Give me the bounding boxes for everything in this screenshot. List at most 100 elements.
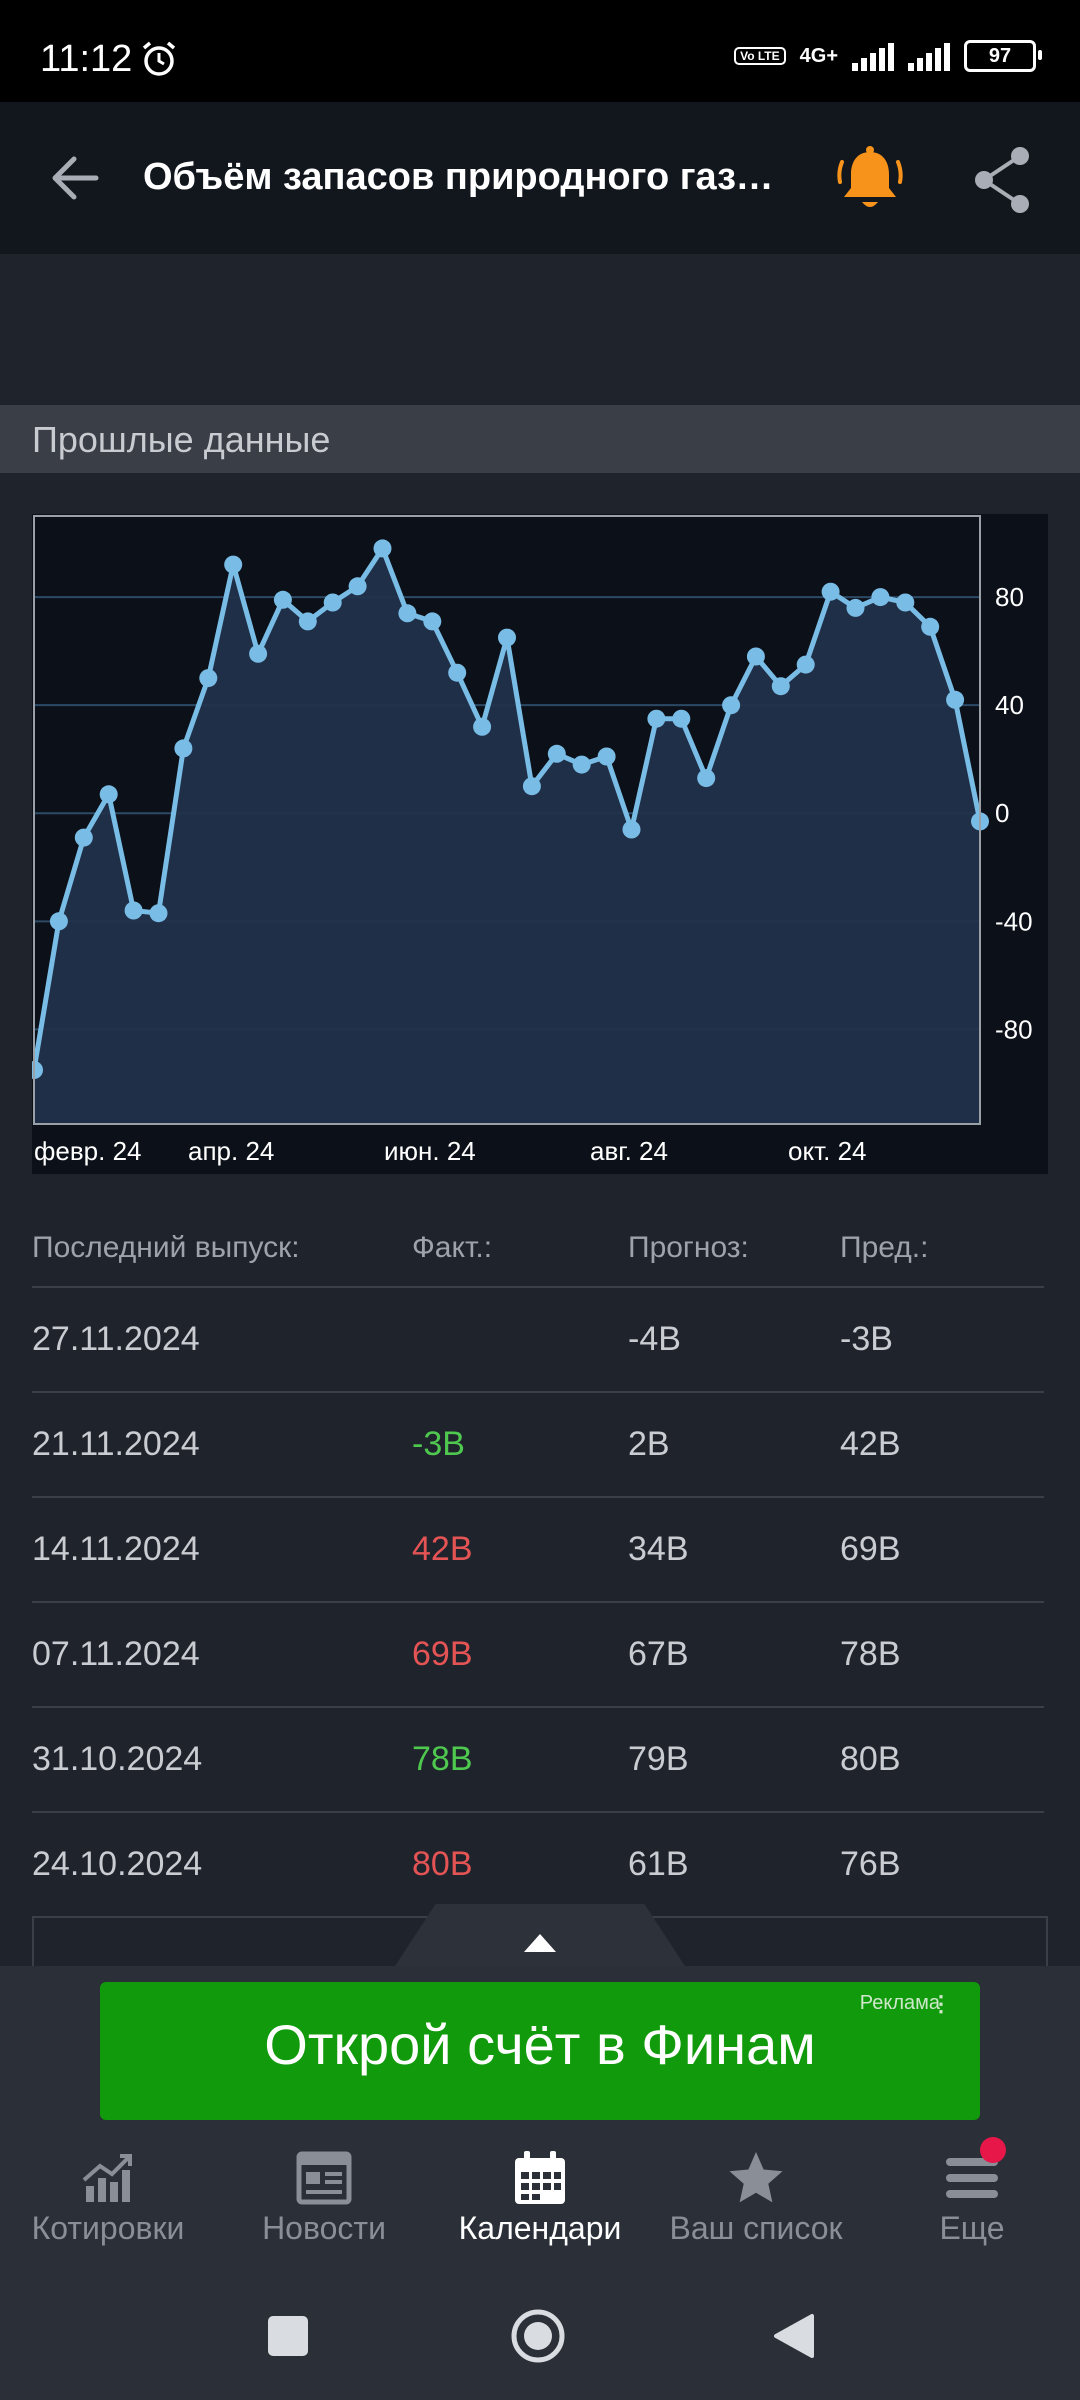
tab-label: Котировки — [31, 2210, 185, 2246]
data-point — [647, 709, 666, 728]
star-icon — [729, 2152, 783, 2203]
data-point — [149, 904, 168, 923]
app-bar: Объём запасов природного газа... — [0, 102, 1080, 254]
data-point — [273, 590, 292, 609]
ad-banner[interactable]: Реклама ⋮ Открой счёт в Финам — [100, 1982, 980, 2120]
x-tick-label: июн. 24 — [384, 1136, 476, 1166]
table-row: 31.10.2024 78B 79B 80B — [32, 1708, 1044, 1813]
row-forecast: 67B — [628, 1635, 689, 1673]
row-previous: -3B — [840, 1320, 893, 1358]
y-tick-label: 0 — [995, 798, 1009, 828]
row-forecast: 2B — [628, 1425, 670, 1463]
home-button[interactable] — [510, 2308, 566, 2364]
history-table: Последний выпуск: Факт.: Прогноз: Пред.:… — [32, 1210, 1044, 1916]
battery-level: 97 — [988, 44, 1012, 67]
data-point — [921, 617, 940, 636]
data-point — [74, 828, 93, 847]
tab-news[interactable]: Новости — [216, 2140, 432, 2280]
data-point — [771, 677, 790, 696]
row-previous: 42B — [840, 1425, 901, 1463]
network-type: 4G+ — [799, 44, 838, 67]
menu-icon — [946, 2158, 998, 2198]
ad-bar: Реклама ⋮ Открой счёт в Финам — [0, 1966, 1080, 2140]
recents-button[interactable] — [268, 2316, 308, 2356]
y-tick-label: -80 — [995, 1014, 1033, 1044]
bottom-tab-bar: Котировки Новости Календари Ваш список — [0, 2140, 1080, 2280]
back-button[interactable] — [768, 2310, 820, 2362]
data-point — [348, 577, 367, 596]
back-arrow-icon[interactable] — [40, 142, 112, 214]
system-nav-bar — [0, 2280, 1080, 2400]
tab-calendars[interactable]: Календари — [432, 2140, 648, 2280]
tab-label: Ваш список — [669, 2210, 843, 2246]
volte-icon: Vo LTE — [734, 47, 786, 65]
data-point — [373, 539, 392, 558]
status-time: 11:12 — [40, 38, 133, 80]
series-area — [34, 548, 980, 1124]
header-actual: Факт.: — [412, 1231, 493, 1264]
plot-border — [33, 515, 981, 1125]
data-point — [697, 769, 716, 788]
tab-quotes[interactable]: Котировки — [0, 2140, 216, 2280]
tab-label: Календари — [458, 2210, 622, 2246]
tab-label: Еще — [939, 2210, 1005, 2246]
battery-icon: 97 — [964, 40, 1042, 72]
row-forecast: -4B — [628, 1320, 681, 1358]
data-point — [672, 709, 691, 728]
share-icon[interactable] — [964, 142, 1040, 218]
data-point — [174, 739, 193, 758]
row-forecast: 34B — [628, 1530, 689, 1568]
data-point — [622, 820, 641, 839]
row-date: 14.11.2024 — [32, 1530, 200, 1568]
data-point — [298, 612, 317, 631]
x-tick-label: авг. 24 — [590, 1136, 668, 1166]
tab-more[interactable]: Еще — [864, 2140, 1080, 2280]
data-point — [224, 555, 243, 574]
calendar-icon — [515, 2151, 565, 2204]
data-point — [49, 912, 68, 931]
header-release: Последний выпуск: — [32, 1231, 300, 1264]
row-previous: 78B — [840, 1635, 901, 1673]
y-tick-label: 40 — [995, 690, 1024, 720]
data-point — [249, 644, 268, 663]
row-forecast: 61B — [628, 1845, 689, 1883]
data-point — [473, 717, 492, 736]
row-actual: 78B — [412, 1740, 473, 1778]
data-point — [99, 785, 118, 804]
status-bar: 11:12 Vo LTE 4G+ 97 — [0, 0, 1080, 102]
data-point — [547, 744, 566, 763]
table-row: 21.11.2024 -3B 2B 42B — [32, 1393, 1044, 1498]
data-point — [597, 747, 616, 766]
tab-watchlist[interactable]: Ваш список — [648, 2140, 864, 2280]
ad-text: Открой счёт в Финам — [264, 2013, 816, 2076]
ad-label: Реклама — [859, 1992, 940, 2014]
page-title: Объём запасов природного газа... — [143, 156, 783, 198]
row-date: 07.11.2024 — [32, 1635, 200, 1673]
data-point — [323, 593, 342, 612]
bell-icon[interactable] — [832, 142, 908, 218]
data-point — [124, 901, 143, 920]
y-tick-label: -40 — [995, 906, 1033, 936]
row-previous: 76B — [840, 1845, 901, 1883]
chevron-up-icon[interactable] — [524, 1934, 556, 1952]
table-header: Последний выпуск: Факт.: Прогноз: Пред.: — [32, 1210, 1044, 1288]
table-row: 14.11.2024 42B 34B 69B — [32, 1498, 1044, 1603]
row-date: 31.10.2024 — [32, 1740, 203, 1778]
data-point — [896, 593, 915, 612]
ad-menu-icon[interactable]: ⋮ — [930, 1991, 952, 2016]
row-date: 24.10.2024 — [32, 1845, 203, 1883]
data-point — [746, 647, 765, 666]
x-tick-label: апр. 24 — [188, 1136, 274, 1166]
x-tick-label: окт. 24 — [788, 1136, 867, 1166]
table-row: 27.11.2024 -4B -3B — [32, 1288, 1044, 1393]
notification-badge — [980, 2137, 1006, 2163]
history-chart: 80 40 0 -40 -80 февр. 24 апр. 24 июн. 24 авг. 24… — [32, 514, 1048, 1174]
header-forecast: Прогноз: — [628, 1231, 749, 1264]
header-previous: Пред.: — [840, 1231, 929, 1264]
data-point — [423, 612, 442, 631]
signal-icon-2 — [908, 41, 950, 71]
row-actual: 42B — [412, 1530, 473, 1568]
data-point — [796, 655, 815, 674]
row-date: 21.11.2024 — [32, 1425, 200, 1463]
data-point — [199, 669, 218, 688]
